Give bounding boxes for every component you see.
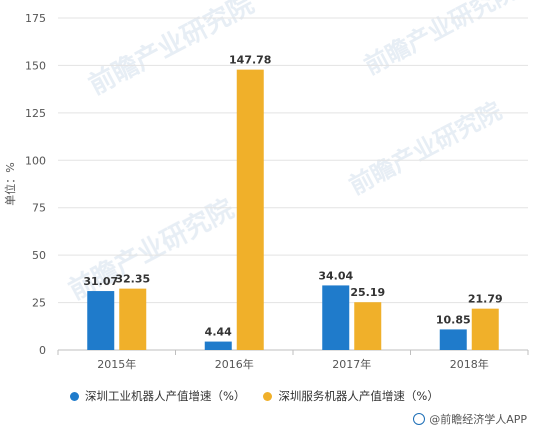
brand-credit-text: @前瞻经济学人APP — [429, 413, 527, 426]
brand-credit: @前瞻经济学人APP — [413, 411, 527, 427]
data-label: 147.78 — [229, 54, 271, 67]
y-tick-label: 75 — [32, 202, 46, 215]
brand-logo-icon — [413, 413, 426, 425]
y-tick-label: 175 — [25, 12, 46, 25]
legend-dot-series1 — [70, 391, 79, 401]
bar-series2 — [354, 302, 382, 350]
data-label: 4.44 — [205, 326, 232, 339]
watermark-text: 前瞻产业研究院 — [345, 97, 506, 201]
legend-item-series2: 深圳服务机器人产值增速（%） — [263, 388, 439, 404]
grid-layer: 0 25 50 75 100 125 150 175 — [25, 12, 529, 357]
y-tick-label: 100 — [25, 154, 46, 167]
x-tick-label: 2018年 — [450, 357, 489, 371]
watermark-text: 前瞻产业研究院 — [64, 193, 239, 306]
data-label: 25.19 — [350, 286, 385, 299]
data-label: 10.85 — [436, 313, 471, 326]
bars-layer — [87, 69, 499, 350]
y-tick-label: 125 — [25, 107, 46, 120]
bar-series1 — [87, 291, 115, 350]
legend-item-series1: 深圳工业机器人产值增速（%） — [70, 388, 245, 404]
bar-series2 — [119, 288, 147, 350]
bar-chart: 前瞻产业研究院 前瞻产业研究院 前瞻产业研究院 前瞻产业研究院 0 25 50 75 1… — [3, 0, 529, 371]
bar-series2 — [471, 308, 499, 350]
bar-series2 — [236, 69, 264, 350]
x-tick-label: 2015年 — [97, 357, 136, 371]
legend: 深圳工业机器人产值增速（%） 深圳服务机器人产值增速（%） — [70, 388, 457, 404]
bar-series1 — [204, 341, 232, 350]
bar-series1 — [322, 285, 350, 350]
data-label: 32.35 — [115, 273, 150, 286]
watermark-text: 前瞻产业研究院 — [360, 0, 521, 80]
x-tick-label: 2017年 — [332, 357, 371, 371]
bar-series1 — [439, 329, 467, 350]
legend-label-series1: 深圳工业机器人产值增速（%） — [85, 389, 246, 403]
data-label: 21.79 — [468, 293, 503, 306]
y-axis-title: 单位：% — [3, 162, 17, 205]
legend-dot-series2 — [263, 391, 273, 401]
watermark-layer: 前瞻产业研究院 前瞻产业研究院 前瞻产业研究院 前瞻产业研究院 — [64, 0, 521, 306]
data-label: 34.04 — [318, 269, 353, 282]
y-tick-label: 150 — [25, 59, 46, 72]
x-tick-label: 2016年 — [215, 357, 254, 371]
y-tick-label: 0 — [39, 344, 46, 357]
data-label: 31.07 — [83, 275, 118, 288]
legend-label-series2: 深圳服务机器人产值增速（%） — [278, 389, 439, 403]
y-tick-label: 50 — [32, 249, 46, 262]
watermark-text: 前瞻产业研究院 — [84, 0, 259, 101]
y-tick-label: 25 — [32, 297, 46, 310]
